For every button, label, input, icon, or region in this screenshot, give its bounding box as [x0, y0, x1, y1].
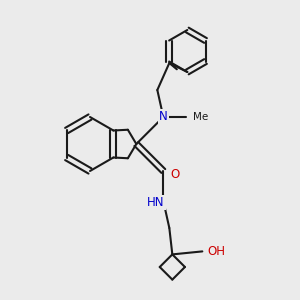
Text: Me: Me [193, 112, 208, 122]
Text: N: N [159, 110, 168, 124]
Text: O: O [171, 167, 180, 181]
Text: OH: OH [208, 245, 226, 258]
Text: HN: HN [147, 196, 165, 209]
